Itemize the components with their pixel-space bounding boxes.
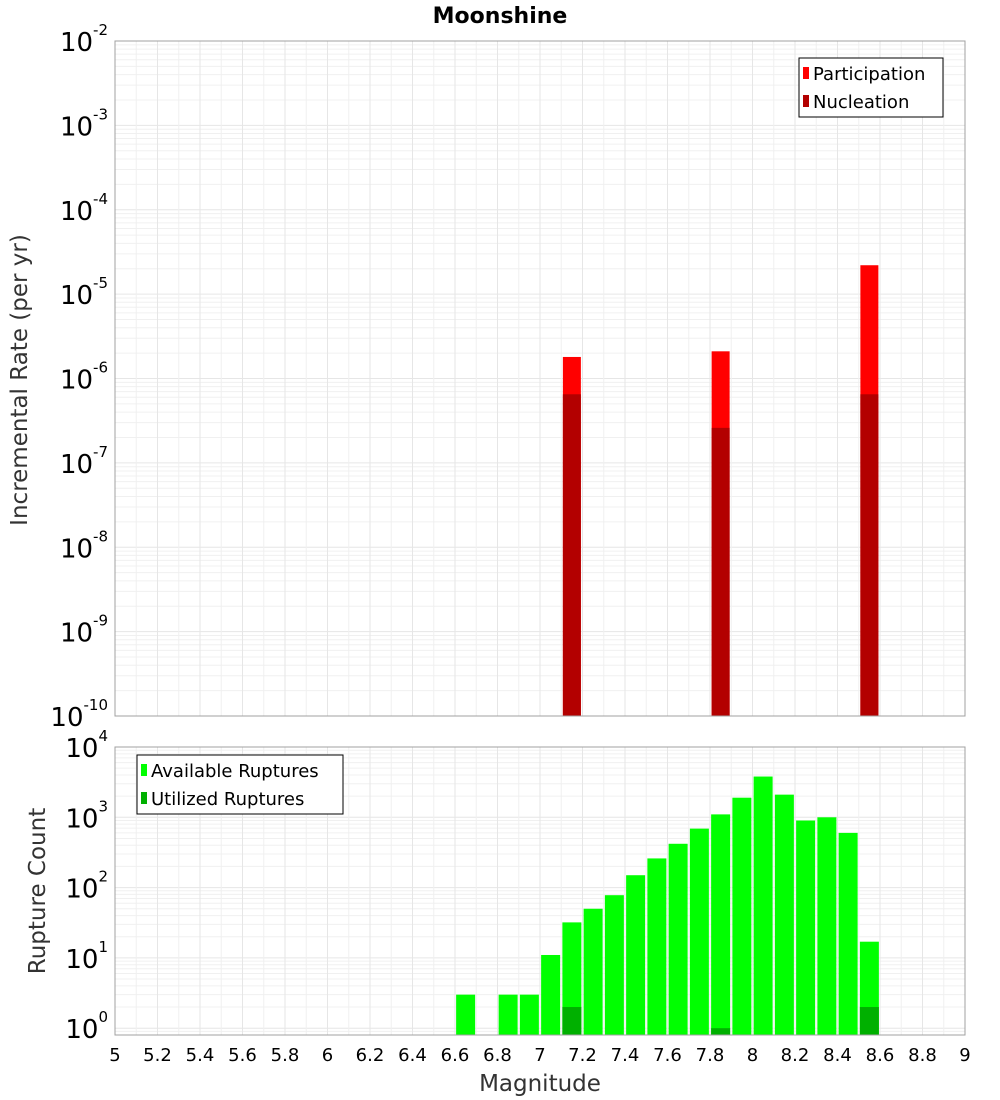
x-tick-label: 7 [534,1045,545,1066]
bottom-bar-series1 [456,994,476,1035]
y-tick-label: 100 [65,1008,108,1045]
x-tick-label: 7.8 [696,1045,725,1066]
top-bar-series2 [711,427,730,716]
x-tick-label: 5.6 [228,1045,257,1066]
x-tick-label: 8.2 [781,1045,810,1066]
bottom-bar-series2 [562,1007,582,1035]
bottom-bar-series1 [838,832,858,1035]
top-bar-series2 [562,394,581,716]
legend-label: Available Ruptures [151,761,319,782]
y-tick-label: 101 [65,938,108,975]
top-legend: Participation Nucleation [798,57,944,118]
x-tick-label: 6.8 [483,1045,512,1066]
legend-label: Participation [813,64,925,85]
x-tick-label: 8 [747,1045,758,1066]
y-tick-label: 10-10 [50,696,108,733]
bottom-bar-series1 [668,843,688,1035]
y-tick-label: 102 [65,868,108,905]
x-tick-labels: 5 5.2 5.4 5.6 5.8 6 6.2 6.4 6.6 6.8 7 7.2 7.4 7.6 7.8 8… [109,1045,970,1066]
legend-box [136,754,344,815]
y-tick-label: 10-2 [60,21,108,58]
top-plot-frame [114,40,966,717]
y-tick-label: 10-8 [60,527,108,564]
bottom-bar-series1 [732,797,752,1035]
bottom-bars [456,776,879,1035]
legend-box [798,57,944,118]
y-tick-label: 103 [65,797,108,834]
legend-swatch [803,95,809,107]
bottom-legend: Available Ruptures Utilized Ruptures [136,754,344,815]
bottom-bar-series1 [626,875,646,1035]
x-tick-label: 6.6 [441,1045,470,1066]
bottom-bar-series1 [753,776,773,1035]
bottom-bar-series1 [689,828,709,1035]
y-tick-label: 10-5 [60,274,108,311]
x-tick-label: 8.8 [908,1045,937,1066]
bottom-y-tick-labels: 104 103 102 101 100 [65,727,108,1045]
bottom-bar-series1 [541,954,561,1035]
x-tick-label: 6.2 [356,1045,385,1066]
legend-swatch [803,67,809,79]
y-tick-label: 10-3 [60,105,108,142]
x-tick-label: 6.4 [398,1045,427,1066]
top-panel: 10-2 10-3 10-4 10-5 10-6 10-7 10-8 10-9 10-10 In… [7,21,966,733]
bottom-bar-series2 [859,1007,879,1035]
x-tick-label: 5.4 [186,1045,215,1066]
bottom-bar-series1 [498,994,518,1035]
bottom-bar-series1 [583,908,603,1035]
x-tick-label: 7.4 [611,1045,640,1066]
bottom-bar-series1 [796,820,816,1035]
legend-swatch [141,792,147,804]
x-tick-label: 5.8 [271,1045,300,1066]
y-tick-label: 10-9 [60,612,108,649]
x-tick-label: 8.6 [866,1045,895,1066]
bottom-bar-series1 [774,794,794,1035]
bottom-bar-series1 [604,895,624,1035]
y-tick-label: 10-6 [60,359,108,396]
bottom-bar-series1 [817,817,837,1035]
legend-swatch [141,764,147,776]
x-axis-label: Magnitude [479,1071,601,1097]
y-tick-label: 10-7 [60,443,108,480]
x-tick-label: 7.2 [568,1045,597,1066]
legend-label: Utilized Ruptures [151,789,304,810]
bottom-bar-series1 [711,814,731,1035]
top-bars [562,265,879,716]
x-tick-label: 6 [322,1045,333,1066]
bottom-y-axis-label: Rupture Count [25,808,51,974]
x-tick-label: 7.6 [653,1045,682,1066]
x-tick-label: 9 [959,1045,970,1066]
bottom-bar-series2 [711,1028,731,1035]
bottom-plot-frame [114,746,966,1036]
x-tick-label: 8.4 [823,1045,852,1066]
x-tick-label: 5 [109,1045,120,1066]
top-y-tick-labels: 10-2 10-3 10-4 10-5 10-6 10-7 10-8 10-9 10-10 [50,21,108,733]
bottom-bar-series1 [562,922,582,1035]
y-tick-label: 10-4 [60,190,108,227]
top-y-axis-label: Incremental Rate (per yr) [7,234,33,526]
chart-title: Moonshine [433,4,568,29]
bottom-bar-series1 [519,994,539,1035]
x-tick-label: 5.2 [143,1045,172,1066]
y-tick-label: 104 [65,727,108,764]
bottom-bar-series1 [647,858,667,1035]
legend-label: Nucleation [813,92,909,113]
top-gridlines [114,40,966,717]
bottom-panel: 104 103 102 101 100 5 5.2 5.4 5.6 5.8 6 6.2 6.4 6.6 6… [25,727,971,1097]
top-bar-series2 [860,394,879,716]
